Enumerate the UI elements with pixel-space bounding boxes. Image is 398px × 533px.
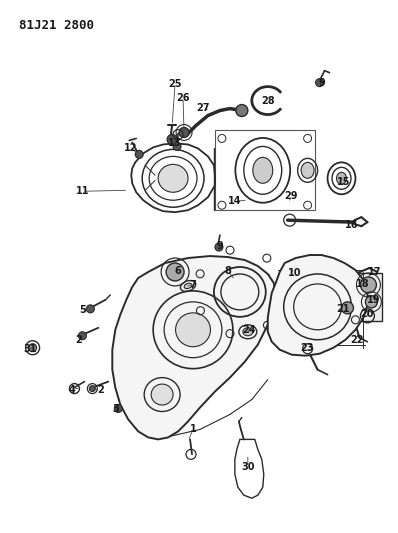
Text: 20: 20 bbox=[361, 309, 374, 319]
Circle shape bbox=[316, 79, 324, 87]
Circle shape bbox=[90, 385, 96, 392]
Text: 29: 29 bbox=[284, 191, 297, 201]
Ellipse shape bbox=[253, 157, 273, 183]
Text: 8: 8 bbox=[224, 266, 231, 276]
Text: 9: 9 bbox=[217, 241, 223, 251]
Circle shape bbox=[86, 305, 94, 313]
Circle shape bbox=[166, 263, 184, 281]
Circle shape bbox=[173, 142, 181, 150]
Circle shape bbox=[341, 302, 353, 314]
Ellipse shape bbox=[151, 384, 173, 405]
Ellipse shape bbox=[337, 172, 347, 184]
Circle shape bbox=[135, 150, 143, 158]
Text: 21: 21 bbox=[337, 304, 350, 314]
Text: 4: 4 bbox=[69, 385, 76, 394]
Text: 12: 12 bbox=[123, 143, 137, 154]
Text: 14: 14 bbox=[228, 196, 242, 206]
Text: 28: 28 bbox=[261, 95, 275, 106]
Text: 5: 5 bbox=[79, 305, 86, 315]
Text: 2: 2 bbox=[75, 335, 82, 345]
Ellipse shape bbox=[158, 164, 188, 192]
Circle shape bbox=[361, 277, 377, 293]
Ellipse shape bbox=[243, 328, 253, 336]
Circle shape bbox=[78, 332, 86, 340]
Text: 81J21 2800: 81J21 2800 bbox=[19, 19, 94, 32]
Text: 1: 1 bbox=[189, 424, 196, 434]
Text: 10: 10 bbox=[288, 268, 301, 278]
Text: 13: 13 bbox=[168, 139, 182, 148]
Text: 25: 25 bbox=[168, 79, 182, 88]
Circle shape bbox=[167, 134, 177, 144]
Text: 16: 16 bbox=[345, 220, 358, 230]
Text: 18: 18 bbox=[356, 279, 369, 289]
Text: 3: 3 bbox=[112, 405, 119, 415]
Text: 17: 17 bbox=[368, 267, 381, 277]
Text: 26: 26 bbox=[176, 93, 190, 102]
Text: 15: 15 bbox=[337, 177, 350, 187]
Circle shape bbox=[236, 104, 248, 117]
Polygon shape bbox=[268, 255, 367, 356]
Text: 31: 31 bbox=[24, 344, 37, 354]
Ellipse shape bbox=[176, 313, 211, 347]
Text: 27: 27 bbox=[196, 102, 210, 112]
Polygon shape bbox=[112, 256, 276, 439]
Text: 23: 23 bbox=[300, 343, 313, 353]
Ellipse shape bbox=[184, 283, 192, 289]
Circle shape bbox=[215, 243, 223, 251]
Text: 19: 19 bbox=[367, 295, 380, 305]
Text: 30: 30 bbox=[241, 462, 255, 472]
Bar bbox=[355, 273, 382, 321]
Text: 6: 6 bbox=[175, 266, 181, 276]
Circle shape bbox=[114, 405, 122, 413]
Circle shape bbox=[179, 127, 189, 138]
Circle shape bbox=[29, 344, 37, 352]
Ellipse shape bbox=[301, 163, 314, 179]
Text: 22: 22 bbox=[351, 335, 364, 345]
Text: 24: 24 bbox=[242, 325, 256, 335]
Text: 9: 9 bbox=[318, 78, 325, 87]
Text: 2: 2 bbox=[97, 385, 104, 394]
Circle shape bbox=[365, 296, 377, 308]
Text: 11: 11 bbox=[76, 186, 89, 196]
Bar bbox=[215, 131, 314, 210]
Text: 7: 7 bbox=[189, 280, 196, 290]
